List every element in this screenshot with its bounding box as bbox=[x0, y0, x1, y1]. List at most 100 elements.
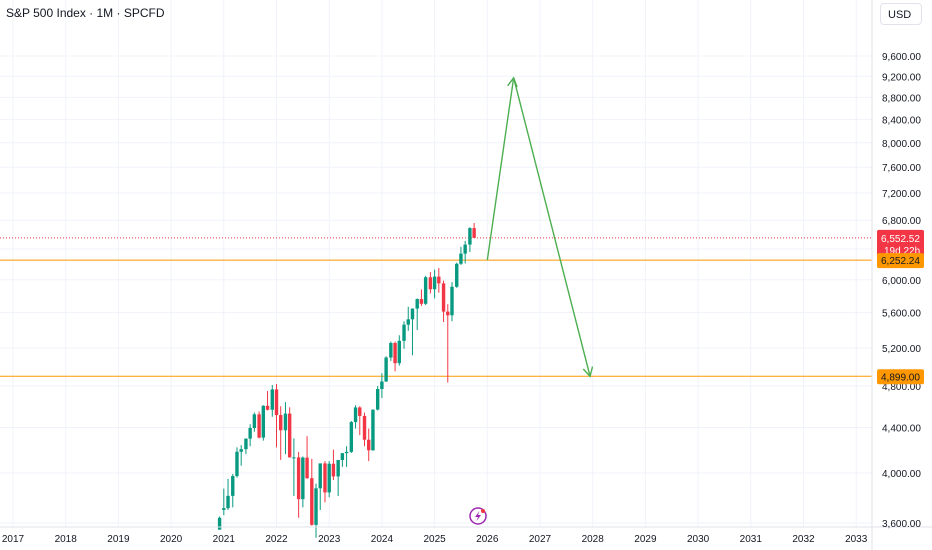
candle bbox=[318, 463, 322, 510]
y-tick-label: 4,400.00 bbox=[882, 423, 921, 434]
candle bbox=[397, 335, 401, 366]
candle bbox=[410, 308, 415, 356]
candle bbox=[375, 386, 380, 411]
candle bbox=[336, 459, 340, 497]
candle bbox=[428, 271, 433, 294]
candle bbox=[344, 446, 349, 467]
candlestick-series bbox=[217, 222, 476, 538]
x-tick-label: 2020 bbox=[160, 534, 183, 545]
candle bbox=[472, 222, 476, 239]
y-tick-label: 8,800.00 bbox=[882, 93, 921, 104]
candle bbox=[402, 321, 406, 349]
y-tick-label: 7,200.00 bbox=[882, 189, 921, 200]
grid-lines bbox=[0, 0, 872, 527]
y-tick-label: 8,400.00 bbox=[882, 116, 921, 127]
candle bbox=[367, 428, 371, 462]
projection-segment[interactable] bbox=[486, 77, 515, 261]
x-tick-label: 2027 bbox=[529, 534, 552, 545]
y-tick-label: 4,000.00 bbox=[882, 469, 921, 480]
candle bbox=[239, 445, 243, 466]
candle bbox=[423, 275, 428, 306]
y-tick-label: 6,000.00 bbox=[882, 276, 921, 287]
candle bbox=[450, 282, 454, 322]
candle bbox=[432, 269, 437, 299]
candle bbox=[305, 436, 309, 479]
currency-button[interactable]: USD bbox=[880, 3, 922, 25]
x-tick-label: 2030 bbox=[687, 534, 710, 545]
y-tick-label: 4,800.00 bbox=[882, 382, 921, 393]
x-tick-label: 2018 bbox=[55, 534, 78, 545]
candle bbox=[441, 280, 446, 323]
candle bbox=[274, 384, 279, 448]
candle bbox=[455, 262, 459, 288]
current-price-value: 6,552.52 bbox=[881, 234, 920, 245]
bar-countdown: 19d 22h bbox=[884, 246, 920, 257]
candle bbox=[287, 407, 292, 458]
candle bbox=[261, 405, 266, 441]
candle bbox=[468, 227, 472, 253]
level-price-tag: 4,899.00 bbox=[877, 369, 924, 385]
x-tick-label: 2032 bbox=[792, 534, 815, 545]
candle bbox=[265, 391, 270, 411]
candle bbox=[270, 385, 274, 417]
candle bbox=[389, 341, 393, 361]
lightning-icon[interactable] bbox=[469, 507, 487, 525]
candle bbox=[283, 402, 288, 455]
candle bbox=[419, 289, 424, 306]
candle bbox=[459, 246, 463, 265]
x-tick-label: 2031 bbox=[740, 534, 763, 545]
candle bbox=[217, 516, 222, 530]
projection-segment[interactable] bbox=[512, 77, 591, 377]
candle bbox=[384, 356, 388, 383]
y-tick-label: 8,000.00 bbox=[882, 139, 921, 150]
candle bbox=[327, 461, 331, 498]
candle bbox=[252, 412, 257, 432]
candle bbox=[301, 456, 305, 508]
level-price-value: 6,252.24 bbox=[881, 256, 920, 267]
candle bbox=[371, 409, 375, 451]
candle bbox=[446, 304, 450, 383]
y-tick-label: 5,600.00 bbox=[882, 309, 921, 320]
candle bbox=[331, 449, 336, 481]
x-tick-label: 2019 bbox=[107, 534, 130, 545]
x-tick-label: 2022 bbox=[265, 534, 288, 545]
level-price-tag: 6,252.24 bbox=[877, 253, 924, 269]
price-axis[interactable]: 3,600.00 4,000.00 4,400.00 4,800.00 5,200.00… bbox=[882, 52, 921, 530]
candle bbox=[231, 474, 235, 508]
y-tick-label: 9,600.00 bbox=[882, 52, 921, 63]
candle bbox=[226, 478, 230, 510]
candle bbox=[235, 447, 239, 478]
candle bbox=[279, 406, 283, 460]
candle bbox=[310, 458, 314, 526]
x-tick-label: 2028 bbox=[582, 534, 605, 545]
x-tick-label: 2033 bbox=[845, 534, 868, 545]
candle bbox=[257, 411, 261, 439]
level-price-value: 4,899.00 bbox=[881, 372, 920, 383]
candle bbox=[437, 268, 441, 293]
candle bbox=[323, 461, 327, 503]
y-tick-label: 7,600.00 bbox=[882, 163, 921, 174]
candle bbox=[248, 424, 252, 447]
candle bbox=[406, 306, 410, 331]
candle bbox=[358, 406, 362, 436]
candle bbox=[222, 488, 226, 516]
chart-title: S&P 500 Index · 1M · SPCFD bbox=[6, 6, 165, 20]
candle bbox=[393, 341, 397, 372]
y-tick-label: 6,800.00 bbox=[882, 216, 921, 227]
x-tick-label: 2026 bbox=[476, 534, 499, 545]
arrow-head bbox=[582, 366, 594, 378]
y-tick-label: 9,200.00 bbox=[882, 72, 921, 83]
candle bbox=[362, 412, 367, 447]
candle bbox=[244, 438, 248, 455]
candle bbox=[415, 298, 419, 330]
candle bbox=[463, 240, 467, 264]
x-tick-label: 2029 bbox=[634, 534, 657, 545]
x-tick-label: 2024 bbox=[371, 534, 394, 545]
time-axis[interactable]: 2017 2018 2019 2020 2021 2022 2023 2024 2025 2026… bbox=[2, 534, 868, 545]
x-tick-label: 2017 bbox=[2, 534, 25, 545]
y-tick-label: 3,600.00 bbox=[882, 519, 921, 530]
x-tick-label: 2023 bbox=[318, 534, 341, 545]
